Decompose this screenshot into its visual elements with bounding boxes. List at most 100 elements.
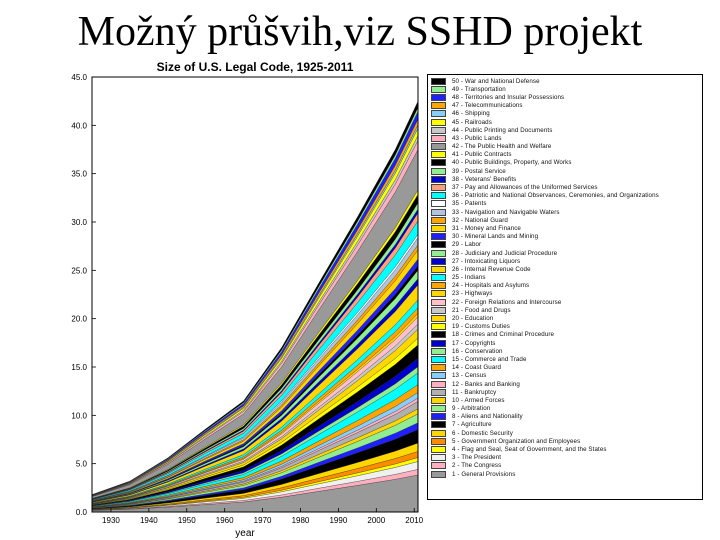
legend-entry: 20 - Education bbox=[431, 314, 699, 323]
legend-swatch bbox=[431, 396, 446, 404]
legend-label: 3 - The President bbox=[452, 454, 502, 462]
y-tick-label-2: 10.0 bbox=[71, 411, 87, 420]
legend-label: 26 - Internal Revenue Code bbox=[452, 265, 531, 273]
x-tick-label-6: 1990 bbox=[329, 516, 347, 525]
legend-swatch bbox=[431, 315, 446, 323]
legend-label: 36 - Patriotic and National Observances,… bbox=[452, 192, 659, 200]
legend-swatch bbox=[431, 175, 446, 183]
legend-entry: 42 - The Public Health and Welfare bbox=[431, 143, 699, 151]
legend-label: 31 - Money and Finance bbox=[452, 224, 521, 232]
legend-swatch bbox=[431, 93, 446, 101]
legend-entry: 12 - Banks and Banking bbox=[431, 380, 699, 388]
legend-entry: 39 - Postal Service bbox=[431, 167, 699, 175]
legend-swatch bbox=[431, 429, 446, 437]
legend-entry: 18 - Crimes and Criminal Procedure bbox=[431, 331, 699, 339]
legend-label: 49 - Transportation bbox=[452, 85, 506, 93]
legend-swatch bbox=[431, 372, 446, 380]
legend-entry: 50 - War and National Defense bbox=[431, 77, 699, 85]
legend-swatch bbox=[431, 437, 446, 445]
legend-entry: 21 - Food and Drugs bbox=[431, 306, 699, 314]
legend-swatch bbox=[431, 282, 446, 290]
legend-entry: 3 - The President bbox=[431, 454, 699, 462]
legend-label: 1 - General Provisions bbox=[452, 470, 516, 478]
legend-swatch bbox=[431, 446, 446, 454]
legend-label: 11 - Bankruptcy bbox=[452, 388, 497, 396]
legend-swatch bbox=[431, 388, 446, 396]
y-tick-label-7: 35.0 bbox=[71, 170, 87, 179]
legend-entry: 27 - Intoxicating Liquors bbox=[431, 257, 699, 265]
legend-swatch bbox=[431, 110, 446, 118]
legend-label: 37 - Pay and Allowances of the Uniformed… bbox=[452, 184, 598, 192]
legend-entry: 38 - Veterans' Benefits bbox=[431, 175, 699, 183]
x-tick-label-0: 1930 bbox=[102, 516, 120, 525]
legend-label: 8 - Aliens and Nationality bbox=[452, 413, 523, 421]
legend-swatch bbox=[431, 331, 446, 339]
legend-label: 45 - Railroads bbox=[452, 118, 492, 126]
legend-swatch bbox=[431, 134, 446, 142]
legend-label: 22 - Foreign Relations and Intercourse bbox=[452, 298, 562, 306]
legend-swatch bbox=[431, 192, 446, 200]
legend-swatch bbox=[431, 290, 446, 298]
x-axis-label: year bbox=[235, 528, 255, 539]
legend-label: 39 - Postal Service bbox=[452, 167, 506, 175]
legend-swatch bbox=[431, 355, 446, 363]
legend-entry: 45 - Railroads bbox=[431, 118, 699, 126]
legend-label: 35 - Patents bbox=[452, 200, 487, 208]
legend-label: 44 - Public Printing and Documents bbox=[452, 126, 553, 134]
legend-label: 23 - Highways bbox=[452, 290, 493, 298]
legend-label: 33 - Navigation and Navigable Waters bbox=[452, 208, 560, 216]
legend-label: 32 - National Guard bbox=[452, 216, 508, 224]
legend-label: 28 - Judiciary and Judicial Procedure bbox=[452, 249, 558, 257]
legend-swatch bbox=[431, 118, 446, 126]
legend-label: 40 - Public Buildings, Property, and Wor… bbox=[452, 159, 572, 167]
legend-swatch bbox=[431, 102, 446, 110]
legend-entry: 23 - Highways bbox=[431, 290, 699, 298]
legend-label: 38 - Veterans' Benefits bbox=[452, 175, 517, 183]
legend-entry: 25 - Indians bbox=[431, 274, 699, 282]
legend-entry: 43 - Public Lands bbox=[431, 134, 699, 142]
legend-entry: 37 - Pay and Allowances of the Uniformed… bbox=[431, 183, 699, 192]
legend-entry: 41 - Public Contracts bbox=[431, 151, 699, 159]
legend-swatch bbox=[431, 241, 446, 249]
legend-entry: 7 - Agriculture bbox=[431, 421, 699, 429]
legend-label: 25 - Indians bbox=[452, 274, 486, 282]
legend-label: 43 - Public Lands bbox=[452, 134, 502, 142]
x-tick-label-5: 1980 bbox=[292, 516, 310, 525]
legend-label: 6 - Domestic Security bbox=[452, 429, 513, 437]
legend-swatch bbox=[431, 413, 446, 421]
legend-entry: 26 - Internal Revenue Code bbox=[431, 265, 699, 273]
legend-swatch bbox=[431, 126, 446, 134]
legend-label: 16 - Conservation bbox=[452, 347, 503, 355]
legend-entry: 28 - Judiciary and Judicial Procedure bbox=[431, 249, 699, 257]
legend-swatch bbox=[431, 265, 446, 273]
legend-entry: 14 - Coast Guard bbox=[431, 364, 699, 372]
legend-swatch bbox=[431, 364, 446, 372]
legend-swatch bbox=[431, 151, 446, 159]
y-tick-label-3: 15.0 bbox=[71, 363, 87, 372]
legend-label: 20 - Education bbox=[452, 315, 494, 323]
legend-swatch bbox=[431, 167, 446, 175]
y-tick-label-1: 5.0 bbox=[76, 460, 88, 469]
legend-swatch bbox=[431, 405, 446, 413]
legend-label: 9 - Arbitration bbox=[452, 405, 491, 413]
legend-entry: 13 - Census bbox=[431, 372, 699, 380]
legend-swatch bbox=[431, 257, 446, 265]
legend-label: 50 - War and National Defense bbox=[452, 77, 540, 85]
plot-frame bbox=[91, 76, 419, 513]
legend-label: 4 - Flag and Seal, Seat of Government, a… bbox=[452, 446, 607, 454]
legend-entry: 31 - Money and Finance bbox=[431, 224, 699, 232]
legend-label: 30 - Mineral Lands and Mining bbox=[452, 233, 539, 241]
legend-entry: 9 - Arbitration bbox=[431, 405, 699, 413]
legend-entry: 36 - Patriotic and National Observances,… bbox=[431, 192, 699, 200]
legend-label: 48 - Territories and Insular Possessions bbox=[452, 93, 565, 101]
legend-swatch bbox=[431, 298, 446, 306]
legend-label: 29 - Labor bbox=[452, 241, 482, 249]
x-tick-label-4: 1970 bbox=[254, 516, 272, 525]
legend-entry: 32 - National Guard bbox=[431, 216, 699, 224]
legend-label: 42 - The Public Health and Welfare bbox=[452, 143, 552, 151]
legend-entry: 6 - Domestic Security bbox=[431, 429, 699, 437]
legend-label: 46 - Shipping bbox=[452, 110, 490, 118]
legend-entry: 24 - Hospitals and Asylums bbox=[431, 282, 699, 290]
legend-swatch bbox=[431, 421, 446, 429]
legend-swatch bbox=[431, 323, 446, 331]
